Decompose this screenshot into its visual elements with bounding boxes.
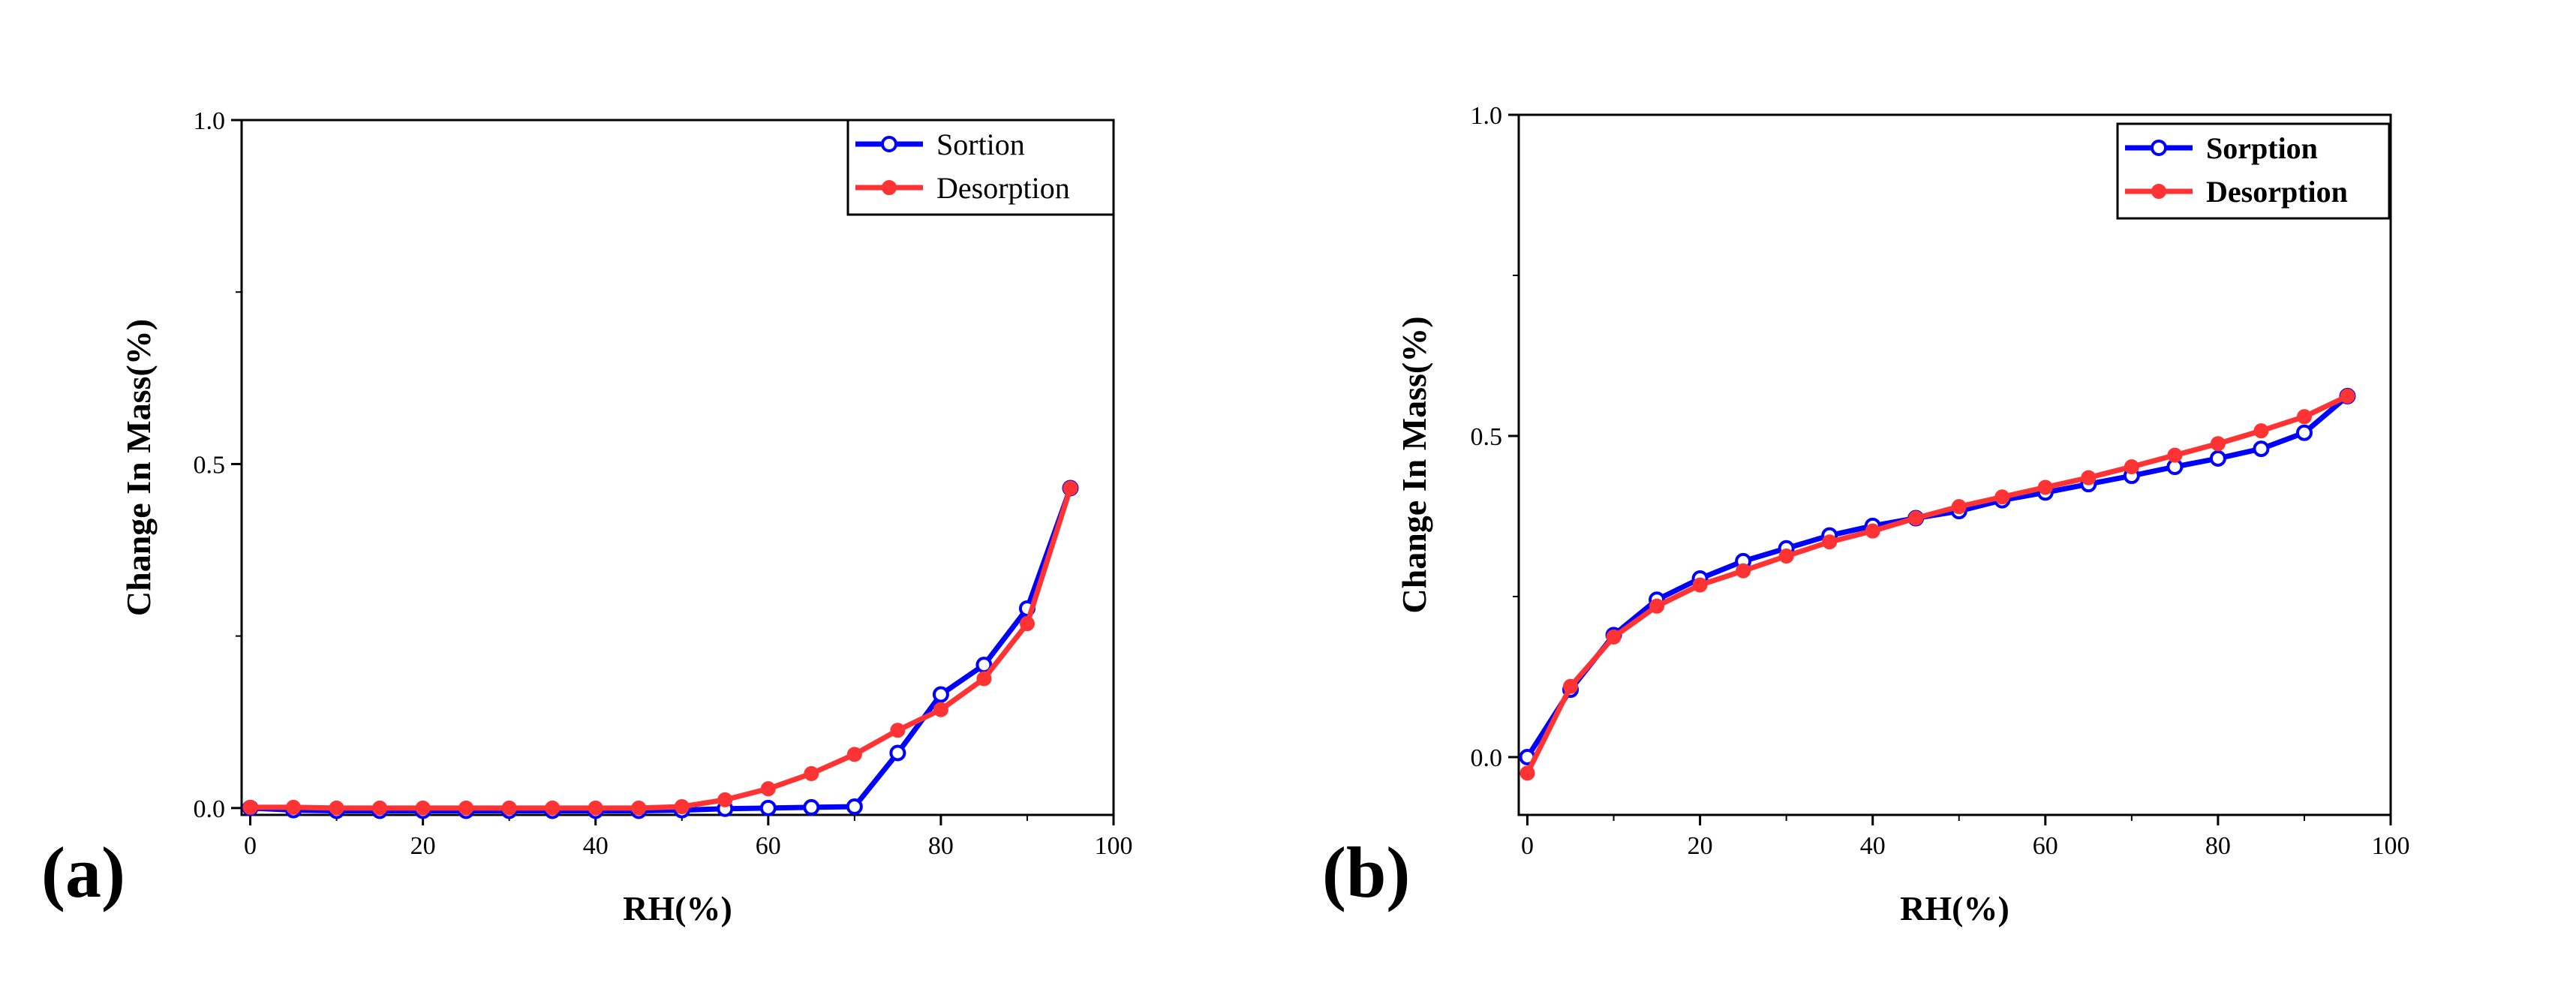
legend-label-b-desorption: Desorption [2206, 175, 2348, 209]
y-tick-label-a-0.0: 0.0 [194, 795, 226, 823]
data-point-a-desorption-90 [1019, 616, 1035, 632]
data-point-b-sorption-80 [2209, 449, 2226, 467]
data-point-a-desorption-95 [1063, 480, 1078, 496]
y-axis-title-b: Change In Mass(%) [1395, 316, 1433, 613]
data-point-b-desorption-85 [2253, 423, 2269, 439]
legend-label-b-sorption: Sorption [2206, 131, 2318, 165]
data-point-b-sorption-90 [2295, 424, 2313, 441]
plot-frame-b [1517, 113, 2392, 816]
x-tick-label-b-80: 80 [2205, 832, 2231, 860]
x-tick-label-a-20: 20 [410, 832, 436, 860]
data-point-b-desorption-90 [2296, 409, 2312, 425]
y-tick-label-a-1.0: 1.0 [194, 107, 226, 135]
data-point-b-desorption-30 [1778, 549, 1794, 564]
data-point-b-sorption-85 [2253, 440, 2270, 458]
data-point-b-desorption-20 [1692, 577, 1708, 593]
data-point-a-desorption-65 [804, 765, 819, 781]
panel-label-a: (a) [41, 832, 125, 912]
panel-label-b: (b) [1322, 832, 1410, 912]
data-point-a-sortion-75 [889, 744, 906, 762]
data-point-a-sortion-70 [846, 798, 863, 815]
x-tick-label-b-0: 0 [1521, 832, 1534, 860]
y-axis-title-a: Change In Mass(%) [119, 319, 158, 616]
x-tick-label-b-100: 100 [2372, 832, 2410, 860]
data-point-b-desorption-0 [1519, 765, 1535, 781]
data-point-a-desorption-85 [976, 671, 992, 687]
data-point-b-desorption-75 [2167, 447, 2183, 463]
y-tick-label-b-1.0: 1.0 [1471, 102, 1503, 130]
y-tick-label-a-0.5: 0.5 [194, 451, 226, 479]
data-point-a-desorption-80 [933, 702, 948, 717]
legend-marker-b-sorption [2151, 140, 2167, 156]
x-tick-label-b-60: 60 [2033, 832, 2058, 860]
x-tick-label-a-80: 80 [928, 832, 954, 860]
data-point-b-desorption-15 [1649, 598, 1665, 614]
data-point-a-desorption-50 [674, 798, 690, 814]
data-point-a-desorption-55 [717, 792, 733, 807]
data-point-b-desorption-80 [2210, 436, 2226, 452]
data-point-a-sortion-60 [759, 799, 777, 816]
data-point-a-desorption-15 [372, 800, 388, 816]
data-point-a-desorption-45 [631, 800, 647, 816]
x-tick-label-a-60: 60 [756, 832, 781, 860]
legend-box-a [846, 119, 1115, 216]
data-point-a-desorption-25 [458, 800, 474, 816]
data-point-b-desorption-10 [1606, 629, 1622, 645]
chart-panel-b: 0 20 40 60 80 100 0.0 0.5 1.0 RH(%) Change In Mass… [1322, 102, 2410, 927]
data-point-b-desorption-50 [1951, 499, 1967, 515]
x-tick-label-b-40: 40 [1860, 832, 1886, 860]
legend-marker-b-desorption [2151, 184, 2166, 199]
y-tick-label-b-0.5: 0.5 [1471, 423, 1503, 451]
data-point-b-desorption-95 [2340, 388, 2355, 404]
data-point-b-desorption-25 [1736, 563, 1751, 579]
x-tick-label-a-40: 40 [583, 832, 609, 860]
data-point-b-desorption-70 [2124, 459, 2139, 475]
data-point-a-desorption-75 [890, 723, 906, 738]
data-point-a-desorption-30 [501, 800, 517, 816]
x-tick-label-a-0: 0 [244, 832, 257, 860]
data-point-a-sortion-80 [932, 686, 949, 703]
y-tick-label-b-0.0: 0.0 [1471, 744, 1503, 772]
data-point-a-desorption-35 [545, 800, 561, 816]
data-point-b-desorption-40 [1865, 523, 1880, 539]
x-axis-title-a: RH(%) [623, 889, 732, 927]
data-point-a-desorption-5 [286, 799, 302, 815]
data-point-b-desorption-60 [2037, 479, 2053, 495]
legend-label-a-desorption: Desorption [936, 171, 1070, 205]
data-point-a-desorption-10 [329, 800, 344, 816]
data-point-b-desorption-35 [1822, 534, 1838, 550]
x-tick-label-a-100: 100 [1095, 832, 1133, 860]
data-point-b-desorption-45 [1908, 510, 1924, 526]
data-point-a-desorption-0 [242, 799, 258, 815]
chart-panel-a: 0 20 40 60 80 100 0.0 0.5 1.0 RH(%) Change In Mass… [41, 107, 1133, 927]
data-point-b-desorption-55 [1994, 489, 2010, 505]
x-axis-title-b: RH(%) [1900, 889, 2009, 927]
data-point-a-sortion-65 [803, 798, 820, 816]
data-point-a-desorption-20 [415, 800, 431, 816]
legend-label-a-sortion: Sortion [936, 128, 1025, 161]
x-tick-label-b-20: 20 [1688, 832, 1713, 860]
legend-marker-a-desorption [882, 180, 897, 195]
data-point-a-desorption-70 [846, 747, 862, 762]
legend-box-b [2116, 122, 2391, 220]
data-point-b-desorption-65 [2081, 470, 2097, 485]
legend-marker-a-sortion [881, 136, 897, 152]
data-point-a-desorption-40 [588, 800, 603, 816]
data-point-a-desorption-60 [760, 781, 776, 797]
data-point-b-desorption-5 [1563, 678, 1579, 694]
